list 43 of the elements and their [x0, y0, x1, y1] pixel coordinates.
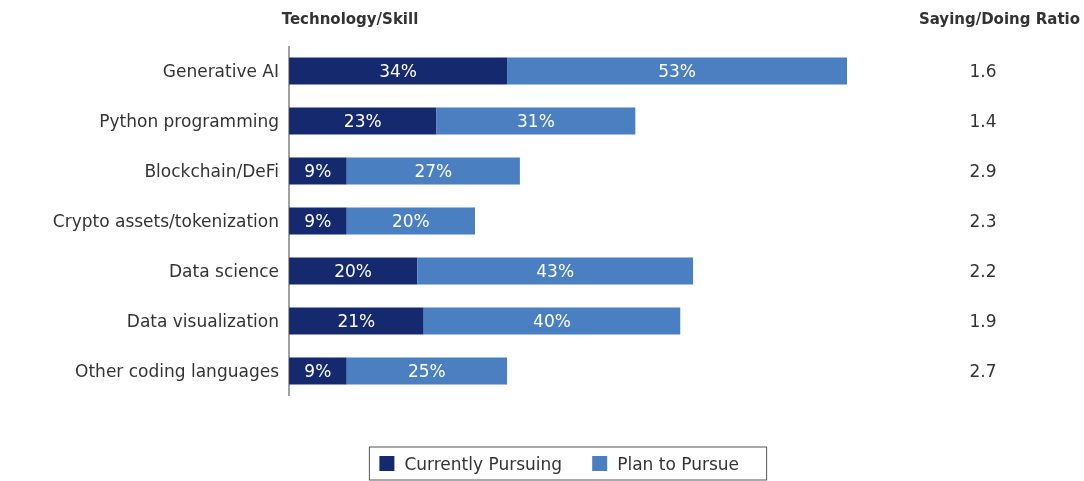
y-tick-label: Crypto assets/tokenization: [52, 210, 279, 231]
data-label: 20%: [391, 210, 430, 231]
data-label: 27%: [414, 160, 453, 181]
text: Saying/Doing Ratio: [918, 10, 1080, 28]
y-tick-label: Generative AI: [162, 60, 279, 81]
bar: [289, 57, 508, 85]
legend-label: Currently Pursuing: [404, 453, 563, 474]
text: 1.9: [969, 310, 997, 331]
text: 2.2: [969, 260, 997, 281]
text: 2.9: [969, 160, 997, 181]
bar: [289, 107, 437, 135]
data-label: 25%: [408, 360, 446, 381]
bar: [417, 257, 694, 285]
y-tick-label: Data science: [169, 260, 279, 281]
bar: [289, 307, 424, 335]
data-label: 9%: [304, 210, 332, 231]
y-tick-label: Other coding languages: [75, 360, 280, 381]
data-label: 23%: [343, 110, 382, 131]
legend-label: Plan to Pursue: [617, 453, 740, 474]
bar: [346, 207, 475, 235]
bar: [346, 157, 520, 185]
text: 1.6: [969, 60, 997, 81]
data-label: 40%: [533, 310, 571, 331]
bar: [507, 57, 847, 85]
text: 2.7: [969, 360, 997, 381]
bar: [346, 357, 508, 385]
data-label: 9%: [304, 360, 332, 381]
data-label: 53%: [658, 60, 696, 81]
y-tick-label: Data visualization: [126, 310, 279, 331]
text: 2.3: [969, 210, 997, 231]
data-label: 43%: [536, 260, 575, 281]
y-tick-label: Blockchain/DeFi: [144, 160, 279, 181]
data-label: 34%: [379, 60, 417, 81]
text: 1.4: [969, 110, 997, 131]
y-axis-title: Technology/Skill: [281, 10, 419, 28]
bar: [289, 257, 418, 285]
data-label: 20%: [334, 260, 373, 281]
data-label: 31%: [517, 110, 555, 131]
bar: [436, 107, 636, 135]
y-tick-label: Python programming: [99, 110, 279, 131]
bar: [423, 307, 681, 335]
data-label: 9%: [304, 160, 332, 181]
data-label: 21%: [337, 310, 376, 331]
